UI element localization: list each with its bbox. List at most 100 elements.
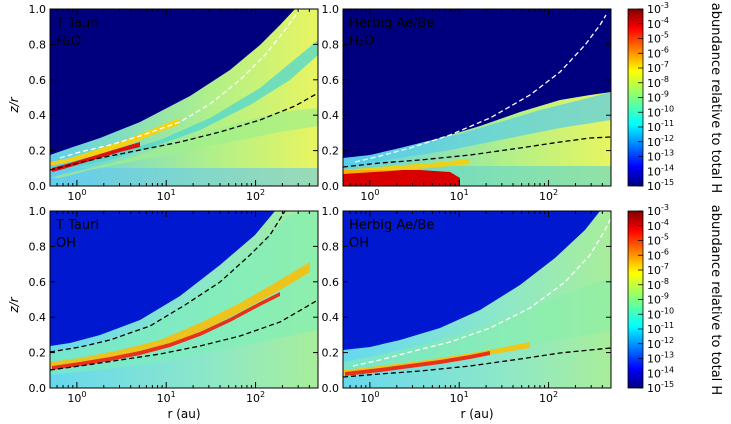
y-tick-label: 0.0 bbox=[29, 382, 47, 395]
x-tick-base: 10 bbox=[246, 190, 260, 203]
colorbar-tick-exponent: -11 bbox=[661, 119, 674, 128]
x-tick-exponent: 1 bbox=[464, 390, 469, 399]
y-tick-label: 0.4 bbox=[29, 311, 47, 324]
panel-label: Herbig Ae/Be bbox=[349, 16, 434, 31]
y-tick-label: 0.6 bbox=[29, 276, 47, 289]
colorbar-tick-label: 10-3 bbox=[647, 203, 669, 218]
y-tick-label: 1.0 bbox=[29, 3, 47, 16]
panel-ttauri-h2o bbox=[50, 9, 318, 186]
x-tick-exponent: 0 bbox=[81, 188, 86, 197]
x-tick-base: 10 bbox=[157, 392, 171, 405]
colorbar-tick-label: 10-15 bbox=[647, 380, 674, 395]
x-tick-label: 102 bbox=[246, 390, 265, 405]
x-tick-label: 101 bbox=[157, 188, 176, 203]
y-tick-label: 0.4 bbox=[322, 109, 340, 122]
panel-frame bbox=[342, 210, 612, 389]
x-tick-base: 10 bbox=[246, 392, 260, 405]
ridge-outer bbox=[50, 118, 180, 166]
x-tick-base: 10 bbox=[539, 190, 553, 203]
colorbar-tick-exponent: -9 bbox=[661, 90, 669, 99]
colorbar-tick-base: 10 bbox=[647, 3, 661, 16]
y-tick-label: 0.6 bbox=[322, 276, 340, 289]
molecular-layer bbox=[343, 92, 611, 168]
colorbar-tick-label: 10-7 bbox=[647, 262, 669, 277]
colorbar-tick-exponent: -12 bbox=[661, 134, 674, 143]
x-tick-label: 101 bbox=[450, 188, 469, 203]
colorbar-tick-label: 10-14 bbox=[647, 365, 674, 380]
colorbar-tick-exponent: -7 bbox=[661, 60, 669, 69]
colorbar-tick-label: 10-6 bbox=[647, 45, 669, 60]
colorbar-tick-base: 10 bbox=[647, 367, 661, 380]
colorbar-tick-exponent: -12 bbox=[661, 336, 674, 345]
colorbar-tick-exponent: -4 bbox=[661, 218, 669, 227]
y-tick-label: 0.8 bbox=[29, 240, 47, 253]
x-tick-base: 10 bbox=[67, 190, 81, 203]
y-tick-label: 0.8 bbox=[322, 240, 340, 253]
black-dashed-contour bbox=[343, 347, 611, 378]
y-tick-label: 0.4 bbox=[322, 311, 340, 324]
colorbar-tick-label: 10-12 bbox=[647, 336, 674, 351]
panel-frame bbox=[49, 210, 319, 389]
colorbar-tick-label: 10-5 bbox=[647, 233, 669, 248]
y-tick-label: 1.0 bbox=[322, 205, 340, 218]
colorbar-tick-exponent: -13 bbox=[661, 351, 674, 360]
surface-region bbox=[50, 9, 318, 155]
species-label: OH bbox=[56, 236, 76, 251]
colorbar-tick-exponent: -10 bbox=[661, 306, 674, 315]
colorbar-tick-label: 10-7 bbox=[647, 60, 669, 75]
molecular-layer bbox=[343, 278, 611, 378]
x-axis-label-left: r (au) bbox=[167, 407, 200, 421]
colorbar-tick-base: 10 bbox=[647, 136, 661, 149]
colorbar-tick-label: 10-14 bbox=[647, 163, 674, 178]
colorbar-tick-base: 10 bbox=[647, 249, 661, 262]
x-tick-base: 10 bbox=[67, 392, 81, 405]
y-axis-label-top: z/r bbox=[7, 96, 21, 113]
white-dashed-contour bbox=[352, 217, 611, 367]
colorbar-tick-base: 10 bbox=[647, 323, 661, 336]
colorbar-tick-exponent: -3 bbox=[661, 1, 669, 10]
panel-frame bbox=[342, 8, 612, 187]
y-tick-label: 1.0 bbox=[29, 205, 47, 218]
colorbar-tick-label: 10-10 bbox=[647, 104, 674, 119]
colorbar-tick-exponent: -3 bbox=[661, 203, 669, 212]
colorbar-tick-exponent: -5 bbox=[661, 31, 669, 40]
colorbar-tick-base: 10 bbox=[647, 308, 661, 321]
colorbar-tick-exponent: -10 bbox=[661, 104, 674, 113]
y-tick-label: 0.8 bbox=[29, 38, 47, 51]
colorbar-tick-label: 10-5 bbox=[647, 31, 669, 46]
x-tick-label: 101 bbox=[157, 390, 176, 405]
colorbar-tick-label: 10-6 bbox=[647, 247, 669, 262]
y-tick-label: 0.0 bbox=[322, 180, 340, 193]
y-tick-label: 0.2 bbox=[322, 347, 340, 360]
colorbar-tick-label: 10-8 bbox=[647, 75, 669, 90]
colorbar-tick-label: 10-4 bbox=[647, 218, 669, 233]
water-ridge bbox=[343, 170, 460, 186]
x-tick-exponent: 2 bbox=[553, 188, 558, 197]
colorbar-tick-base: 10 bbox=[647, 235, 661, 248]
surface-region bbox=[50, 211, 275, 346]
y-tick-label: 0.2 bbox=[322, 145, 340, 158]
panel-label: T Tauri bbox=[55, 16, 99, 31]
colorbar-tick-base: 10 bbox=[647, 353, 661, 366]
white-dashed-contour bbox=[59, 9, 301, 159]
x-tick-label: 102 bbox=[539, 188, 558, 203]
colorbar-tick-label: 10-3 bbox=[647, 1, 669, 16]
colorbar-tick-base: 10 bbox=[647, 18, 661, 31]
y-tick-label: 0.6 bbox=[322, 74, 340, 87]
species-label: OH bbox=[349, 236, 369, 251]
colorbar-tick-exponent: -4 bbox=[661, 16, 669, 25]
colorbar-tick-label: 10-9 bbox=[647, 90, 669, 105]
colorbar-tick-base: 10 bbox=[647, 264, 661, 277]
y-tick-label: 0.0 bbox=[322, 382, 340, 395]
colorbar-tick-label: 10-13 bbox=[647, 351, 674, 366]
colorbar-tick-exponent: -14 bbox=[661, 365, 674, 374]
colorbar-tick-label: 10-4 bbox=[647, 16, 669, 31]
x-tick-base: 10 bbox=[360, 190, 374, 203]
colorbar-tick-base: 10 bbox=[647, 106, 661, 119]
black-dashed-contour-lower bbox=[50, 299, 318, 371]
colorbar-tick-base: 10 bbox=[647, 92, 661, 105]
species-label: H₂O bbox=[349, 34, 374, 49]
colorbar-tick-exponent: -5 bbox=[661, 233, 669, 242]
surface-region bbox=[343, 9, 611, 158]
